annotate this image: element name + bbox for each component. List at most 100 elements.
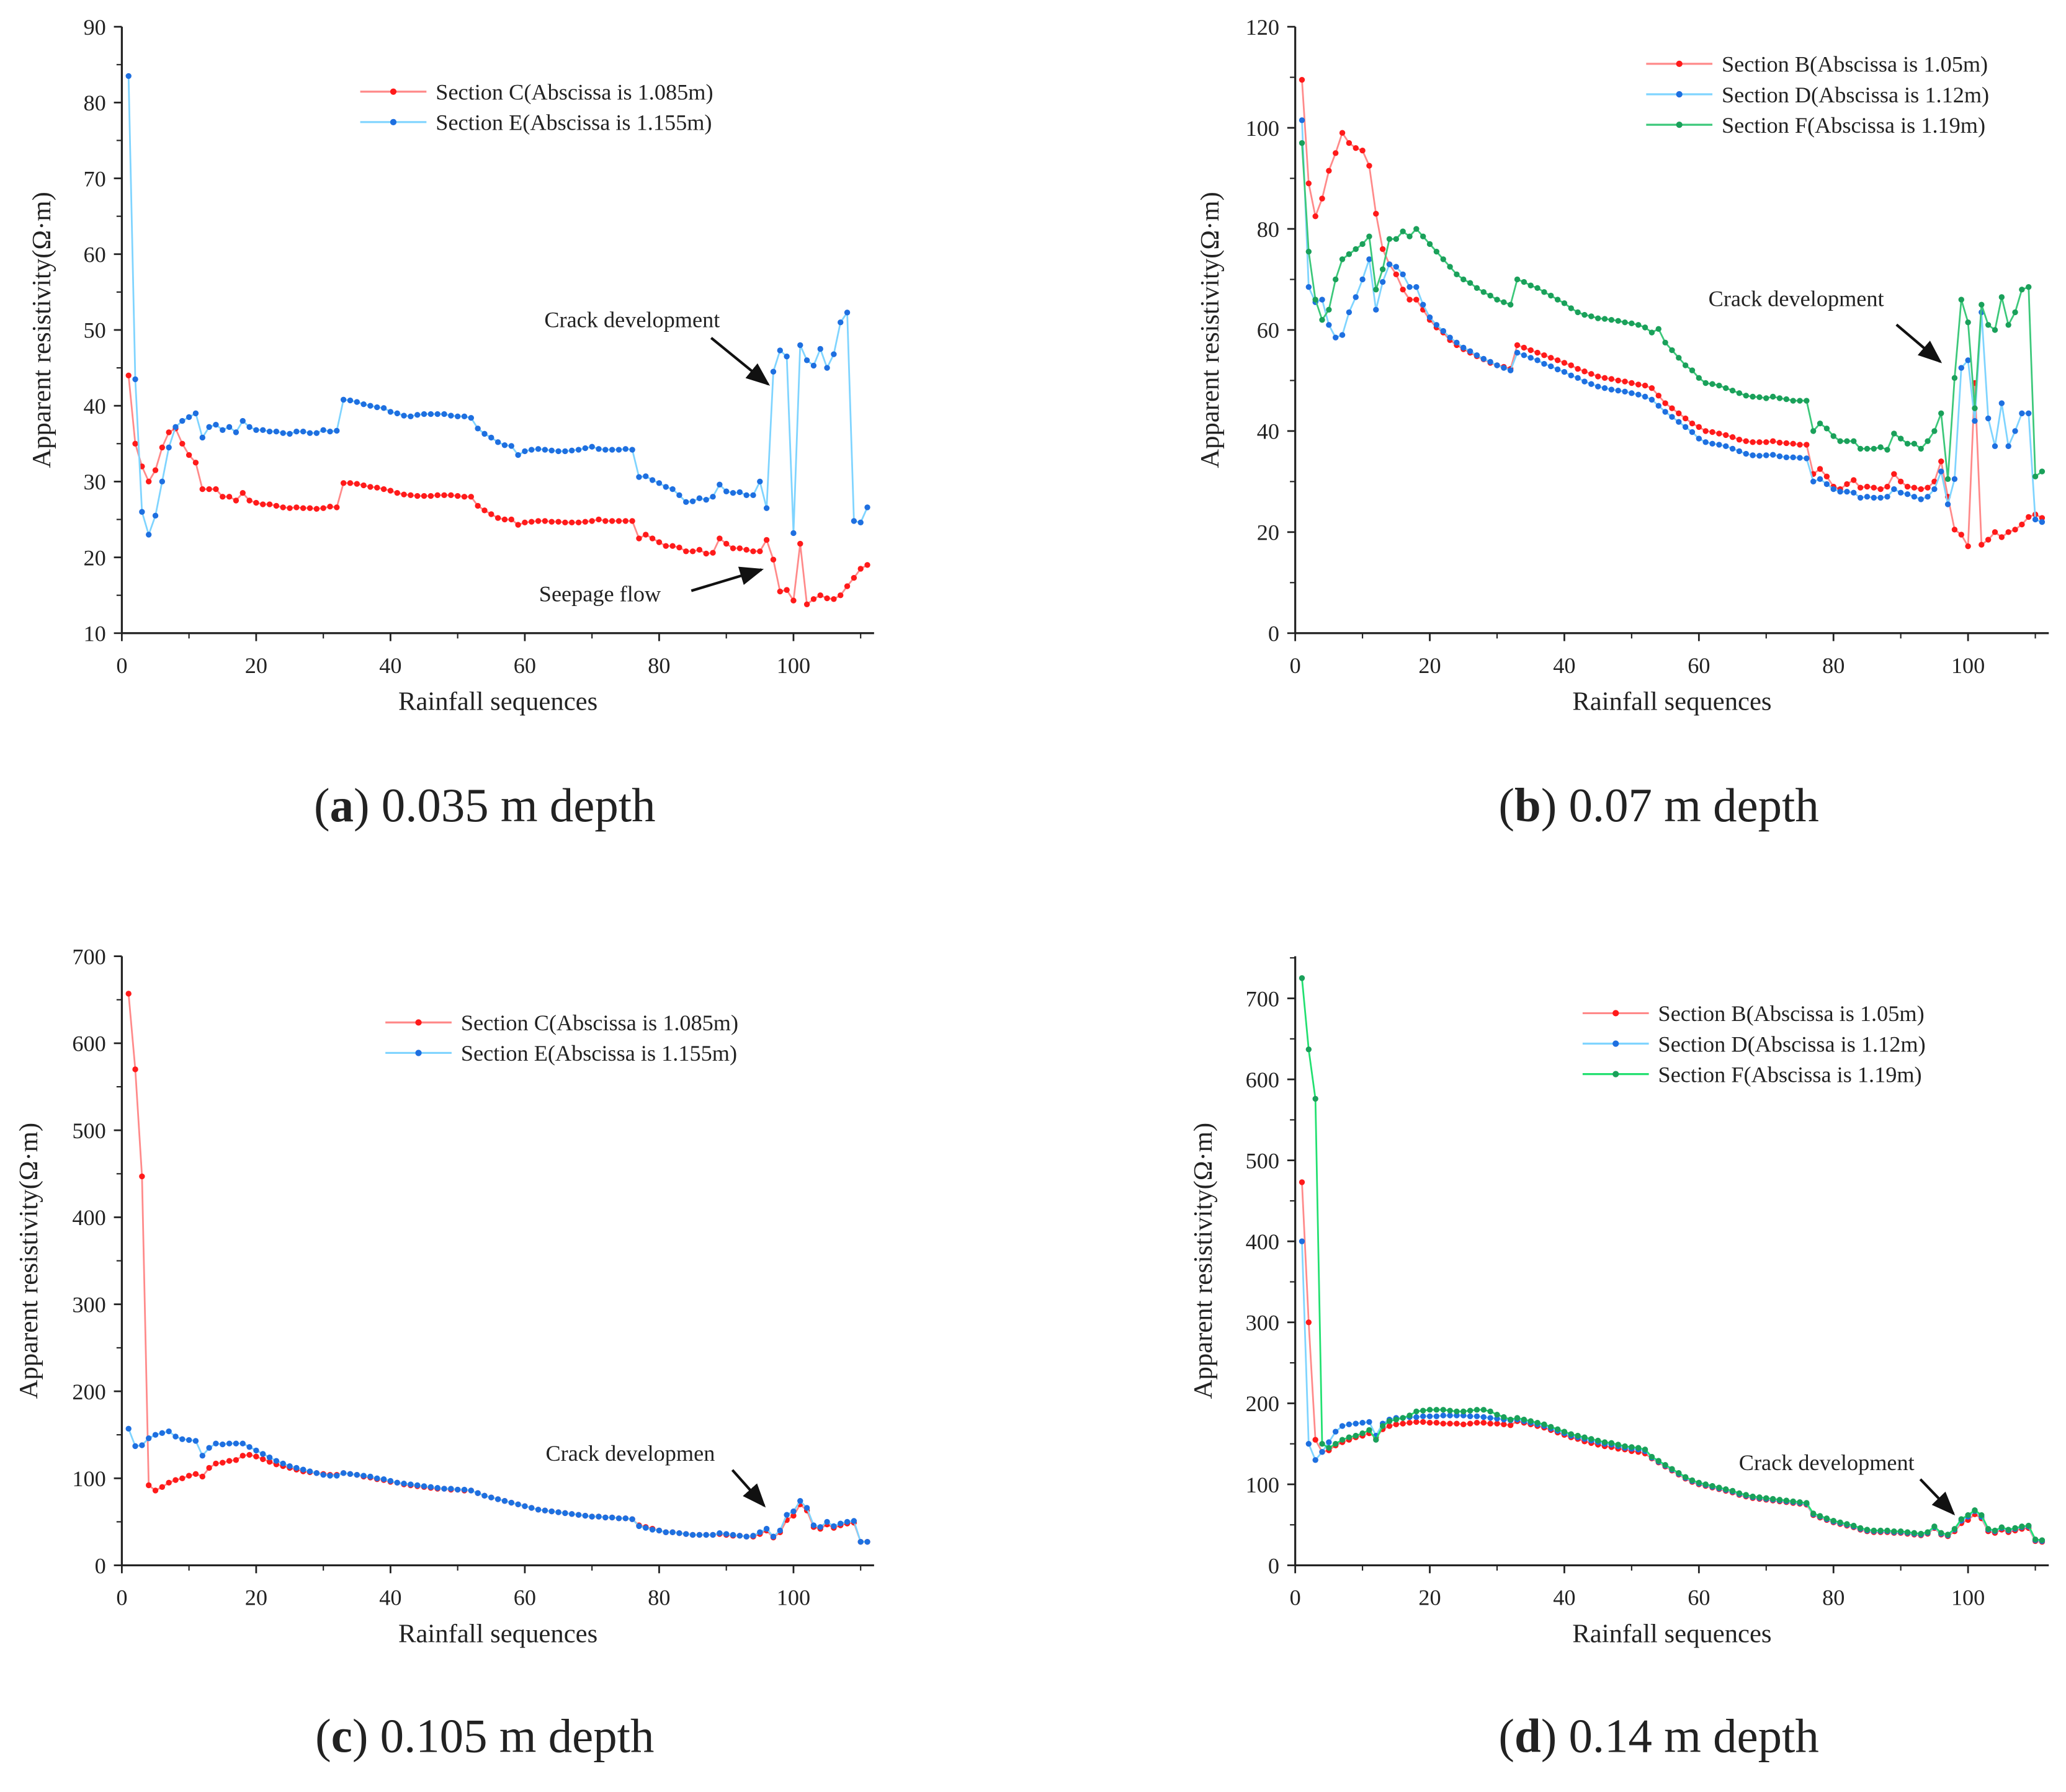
data-point — [1615, 318, 1621, 324]
data-point — [1951, 476, 1958, 482]
data-point — [1676, 1469, 1682, 1476]
data-point — [1359, 1420, 1366, 1426]
data-point — [401, 491, 407, 497]
data-point — [246, 1444, 253, 1450]
legend-marker — [415, 1050, 422, 1056]
data-point — [1804, 442, 1810, 448]
data-point — [1460, 1412, 1467, 1419]
series-section-b — [1299, 76, 2046, 550]
data-point — [1305, 1319, 1312, 1326]
y-tick-label: 40 — [84, 394, 106, 419]
data-point — [132, 440, 138, 447]
data-point — [1790, 440, 1796, 447]
x-tick-label: 20 — [245, 1585, 267, 1610]
data-point — [1696, 435, 1702, 442]
data-point — [1594, 315, 1601, 321]
data-point — [1480, 289, 1487, 295]
data-point — [1682, 424, 1689, 430]
data-point — [1864, 445, 1871, 452]
data-point — [253, 1453, 259, 1460]
data-point — [159, 1484, 166, 1490]
x-tick-label: 100 — [777, 1585, 810, 1610]
y-tick-label: 400 — [1246, 1229, 1279, 1254]
data-point — [1460, 1408, 1467, 1415]
data-point — [1393, 1416, 1400, 1423]
legend-label: Section C(Abscissa is 1.085m) — [461, 1010, 738, 1035]
data-point — [838, 592, 844, 599]
data-point — [810, 362, 817, 369]
data-point — [1393, 1421, 1400, 1428]
data-point — [1750, 439, 1756, 445]
data-point — [1662, 339, 1668, 346]
data-point — [555, 448, 561, 455]
legend-marker — [1676, 91, 1683, 98]
data-point — [1581, 311, 1588, 318]
data-point — [1871, 484, 1877, 491]
data-point — [1426, 241, 1433, 247]
data-point — [1709, 429, 1715, 435]
data-point — [1494, 1411, 1500, 1418]
data-point — [548, 447, 555, 453]
data-point — [669, 486, 676, 493]
data-point — [575, 447, 582, 453]
data-point — [1723, 443, 1729, 450]
x-tick-label: 40 — [1553, 1585, 1575, 1610]
data-point — [649, 1527, 656, 1533]
data-point — [797, 342, 803, 349]
data-point — [306, 430, 313, 436]
data-point — [1884, 494, 1890, 500]
data-point — [367, 403, 373, 409]
data-point — [1769, 1496, 1776, 1502]
data-point — [522, 519, 528, 526]
data-point — [1797, 455, 1803, 461]
data-point — [1426, 1413, 1433, 1419]
data-point — [1729, 1487, 1736, 1494]
data-point — [387, 488, 394, 494]
data-point — [710, 1531, 716, 1538]
data-point — [1776, 395, 1783, 401]
data-point — [501, 1498, 508, 1504]
data-point — [1642, 1447, 1648, 1453]
x-tick-label: 0 — [116, 653, 127, 678]
data-point — [448, 492, 454, 499]
data-point — [1420, 233, 1426, 239]
y-tick-label: 100 — [1246, 116, 1279, 141]
data-point — [1622, 378, 1628, 385]
data-point — [649, 477, 656, 483]
data-point — [629, 447, 635, 453]
data-point — [1938, 458, 1944, 465]
data-point — [763, 1525, 770, 1532]
data-point — [1326, 1439, 1332, 1445]
data-point — [864, 504, 870, 510]
data-point — [347, 480, 354, 486]
data-point — [1305, 1046, 1312, 1053]
data-point — [1992, 443, 1998, 450]
data-point — [1837, 488, 1843, 495]
data-point — [179, 417, 186, 424]
data-point — [1965, 357, 1971, 363]
data-point — [1783, 1497, 1790, 1504]
data-point — [220, 427, 226, 433]
data-point — [696, 1531, 703, 1538]
data-point — [1359, 276, 1366, 283]
data-point — [1299, 117, 1305, 123]
data-point — [1891, 486, 1897, 493]
data-point — [1629, 320, 1635, 327]
data-point — [461, 1486, 468, 1493]
y-tick-label: 500 — [72, 1118, 105, 1143]
data-point — [159, 478, 166, 485]
data-point — [481, 430, 488, 437]
caption-text: ) 0.105 m depth — [352, 1710, 655, 1763]
data-point — [1965, 543, 1971, 550]
data-point — [770, 1533, 777, 1540]
data-point — [1655, 393, 1661, 399]
data-point — [1373, 210, 1379, 217]
data-point — [1897, 478, 1904, 485]
data-point — [1635, 322, 1642, 328]
legend-label: Section B(Abscissa is 1.05m) — [1722, 52, 1988, 77]
data-point — [1729, 434, 1736, 440]
data-point — [582, 445, 589, 452]
data-point — [1312, 1457, 1318, 1463]
data-point — [1433, 248, 1440, 255]
data-point — [1386, 1423, 1393, 1429]
